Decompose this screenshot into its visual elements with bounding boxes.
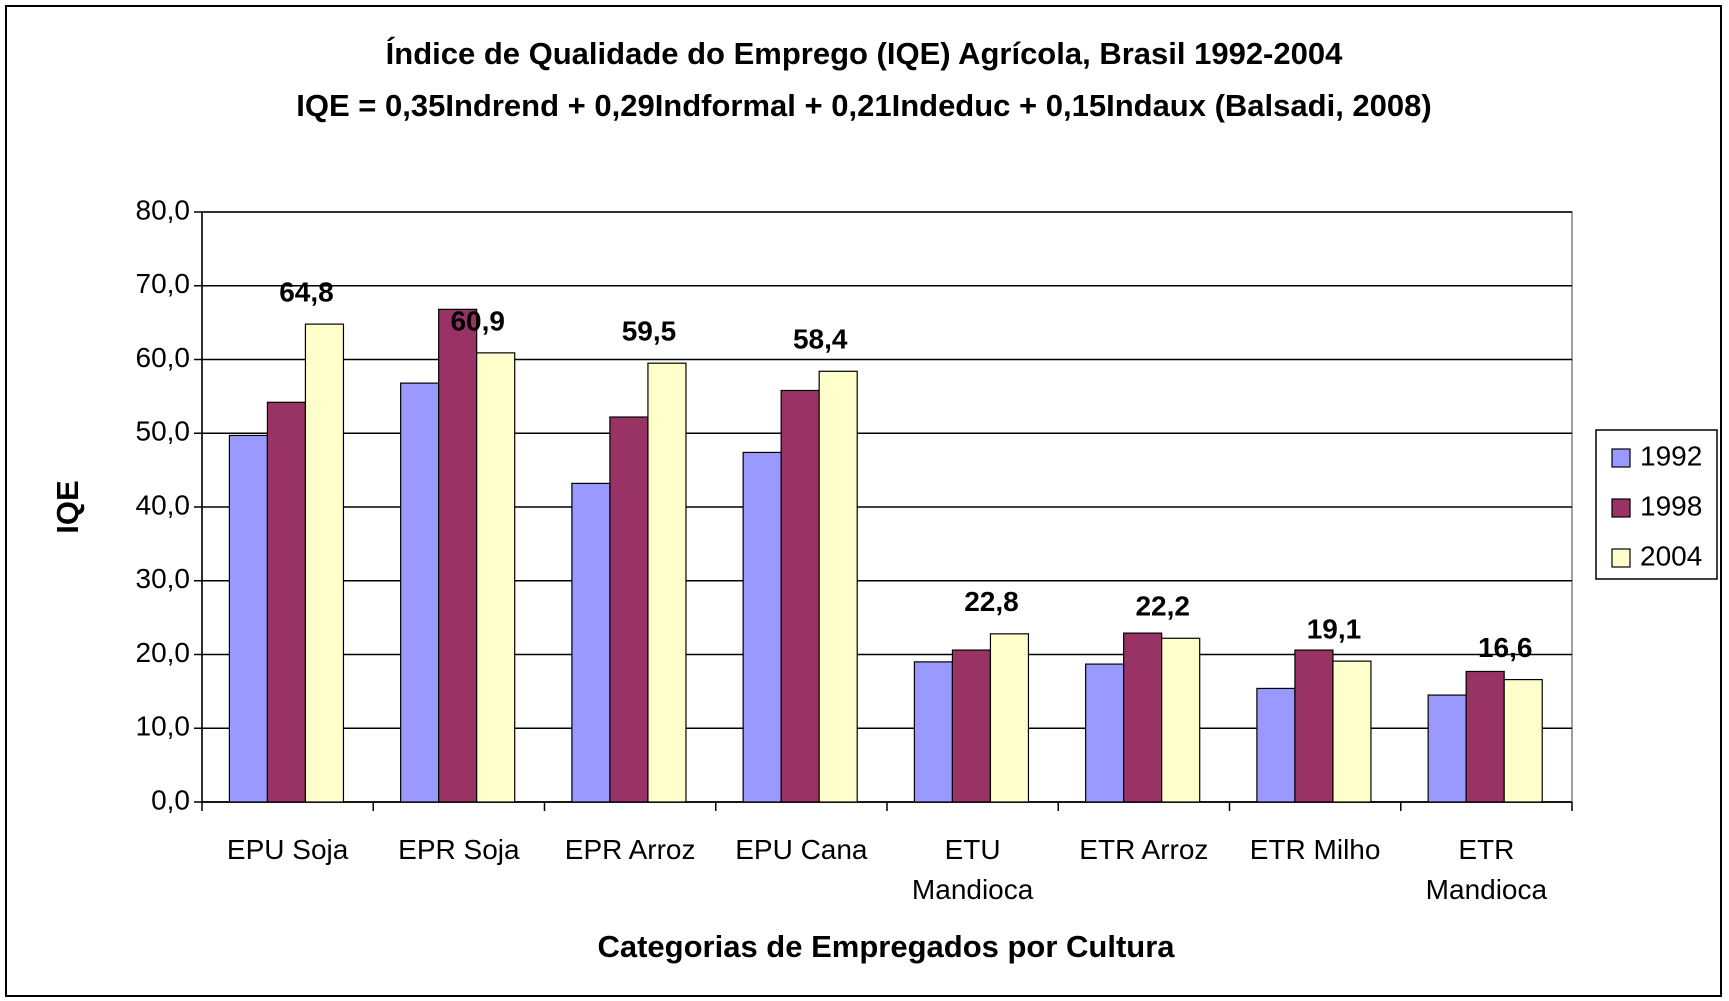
bar [989, 633, 1030, 803]
y-tick-label: 70,0 [136, 268, 191, 299]
bar [742, 451, 782, 803]
bar [780, 389, 820, 803]
legend-label: 1998 [1640, 490, 1702, 521]
x-tick-label: ETR Arroz [1079, 834, 1209, 865]
bar [438, 308, 478, 803]
x-tick-label: EPR Arroz [564, 834, 696, 865]
bar [1503, 678, 1543, 803]
bar [571, 482, 611, 803]
legend-label: 2004 [1640, 540, 1702, 571]
y-tick-label: 30,0 [136, 563, 191, 594]
bar [1161, 637, 1201, 803]
bar [1332, 660, 1372, 803]
x-tick-label: EPU Soja [226, 834, 349, 865]
bar [1465, 670, 1505, 803]
data-label: 22,8 [964, 586, 1019, 617]
legend-swatch [1611, 498, 1631, 518]
bar [266, 401, 307, 803]
data-label: 16,6 [1478, 632, 1533, 663]
bar [609, 416, 649, 803]
y-tick-label: 40,0 [136, 489, 191, 520]
y-tick-label: 60,0 [136, 342, 191, 373]
legend-label: 1992 [1640, 440, 1702, 471]
legend-swatch [1611, 548, 1631, 568]
bar [228, 434, 269, 803]
legend-swatch [1611, 448, 1631, 468]
data-label: 19,1 [1307, 614, 1362, 645]
bar [1294, 649, 1334, 803]
bar [1085, 663, 1125, 803]
x-tick-label: EPR Soja [398, 834, 520, 865]
chart-subtitle: IQE = 0,35Indrend + 0,29Indformal + 0,21… [296, 88, 1431, 123]
bar [1256, 687, 1296, 803]
x-axis-label: Categorias de Empregados por Cultura [597, 929, 1175, 964]
data-label: 59,5 [622, 316, 677, 347]
data-label: 64,8 [279, 276, 334, 307]
x-tick-label: ETR Milho [1249, 834, 1381, 865]
data-label: 60,9 [450, 305, 505, 336]
y-tick-label: 0,0 [151, 784, 190, 815]
bar [304, 323, 345, 803]
y-tick-label: 20,0 [136, 637, 191, 668]
x-tick-label: ETU Mandioca [911, 834, 1034, 905]
y-tick-label: 50,0 [136, 416, 191, 447]
y-axis-label: IQE [50, 480, 85, 533]
x-tick-label: EPU Cana [735, 834, 868, 865]
x-tick-label: ETR Mandioca [1425, 834, 1548, 905]
bar [476, 352, 516, 803]
chart-title: Índice de Qualidade do Emprego (IQE) Agr… [386, 36, 1343, 71]
y-tick-label: 80,0 [136, 194, 191, 225]
bar [913, 661, 954, 803]
bar [1123, 632, 1163, 803]
bar [1427, 694, 1467, 803]
bar [647, 362, 687, 803]
bar [400, 382, 440, 803]
data-label: 58,4 [793, 324, 848, 355]
bar [818, 370, 858, 803]
data-label: 22,2 [1135, 591, 1190, 622]
y-tick-label: 10,0 [136, 711, 191, 742]
bar [951, 649, 992, 803]
